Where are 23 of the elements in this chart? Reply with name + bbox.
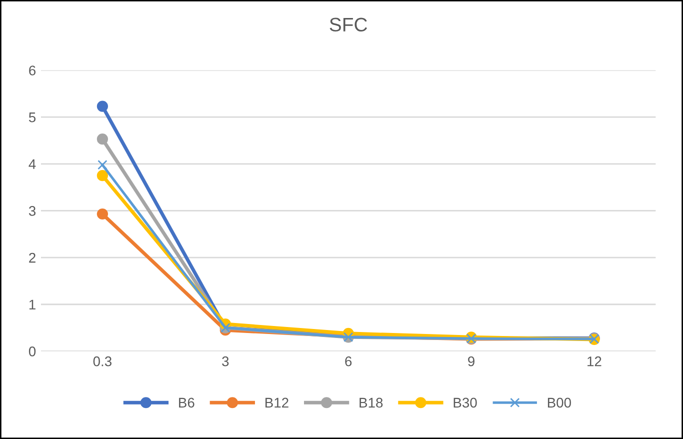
legend-label: B00	[548, 398, 571, 408]
x-tick-label: 6	[345, 356, 352, 366]
y-tick-label: 6	[29, 66, 36, 76]
x-tick-label: 0.3	[93, 356, 112, 366]
y-tick-label: 3	[28, 206, 36, 216]
y-tick-label: 5	[28, 112, 36, 122]
legend-label: B12	[265, 398, 288, 408]
x-tick-label: 9	[468, 356, 474, 366]
point	[96, 208, 108, 220]
y-tick-label: 2	[29, 252, 36, 263]
point	[96, 170, 108, 182]
point	[96, 100, 108, 112]
y-tick-label: 4	[28, 159, 36, 169]
y-tick-label: 0	[28, 346, 36, 356]
y-tick-label: 1	[29, 300, 36, 310]
legend-label: B6	[179, 398, 194, 408]
x-tick-label: 3	[222, 356, 229, 366]
point	[98, 160, 108, 170]
chart-title: SFC	[330, 18, 368, 32]
point	[96, 134, 108, 145]
legend-label: B18	[360, 398, 383, 408]
x-tick-label: 12	[588, 356, 602, 366]
legend-label: B30	[454, 398, 477, 408]
